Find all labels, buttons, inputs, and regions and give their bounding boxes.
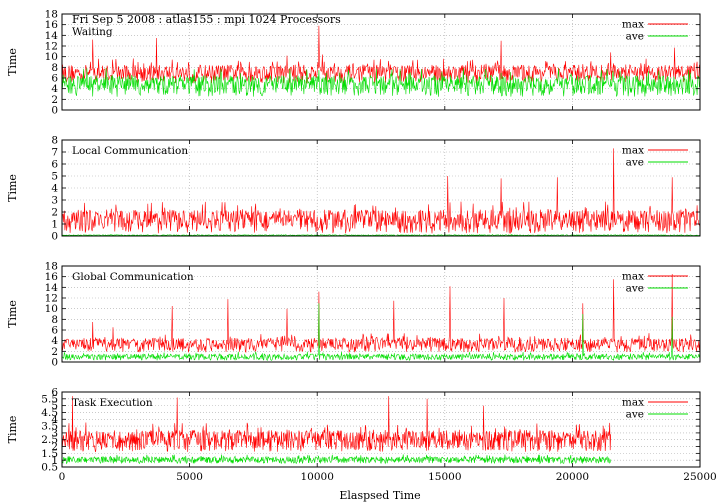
y-tick-label: 0.5 [41, 462, 58, 474]
legend-label: ave [626, 157, 644, 169]
y-tick-label: 6 [51, 387, 58, 399]
series-line-max [61, 396, 611, 453]
y-tick-label: 4 [51, 414, 58, 426]
y-tick-label: 6 [51, 325, 58, 337]
y-tick-label: 2 [51, 94, 58, 106]
series-line-ave [61, 454, 611, 465]
y-tick-label: 6 [51, 159, 58, 171]
x-axis-label: Elaspsed Time [339, 489, 420, 502]
series-line-max [61, 273, 701, 354]
y-tick-label: 2 [51, 441, 58, 453]
legend-label: ave [626, 409, 644, 421]
y-tick-label: 14 [45, 282, 59, 294]
y-axis-label: Time [6, 48, 19, 76]
y-tick-label: 18 [45, 9, 58, 21]
x-tick-label: 5000 [176, 471, 203, 483]
panel-title: Task Execution [72, 397, 153, 409]
y-tick-label: 3 [51, 195, 58, 207]
panel-title: Local Communication [72, 145, 188, 157]
y-tick-label: 2.5 [41, 434, 58, 446]
y-tick-label: 6 [51, 73, 58, 85]
legend-label: ave [626, 283, 644, 295]
x-tick-label: 20000 [556, 471, 589, 483]
y-tick-label: 2 [51, 346, 58, 358]
figure-title: Fri Sep 5 2008 : atlas155 : mpi 1024 Pro… [72, 13, 341, 26]
y-tick-label: 0 [51, 357, 58, 369]
y-tick-label: 8 [51, 135, 58, 147]
series-line-ave [61, 303, 701, 362]
y-tick-label: 4.5 [41, 407, 58, 419]
y-tick-label: 16 [45, 19, 59, 31]
y-tick-label: 8 [51, 314, 58, 326]
series-line-max [61, 148, 701, 234]
y-tick-label: 5 [51, 171, 58, 183]
y-tick-label: 12 [45, 41, 58, 53]
y-tick-label: 1.5 [41, 448, 58, 460]
y-tick-label: 14 [45, 30, 59, 42]
series-line-ave [62, 233, 701, 237]
panel-title: Global Communication [72, 271, 194, 283]
y-tick-label: 3.5 [41, 421, 58, 433]
y-tick-label: 12 [45, 293, 58, 305]
y-tick-label: 4 [51, 183, 58, 195]
plot-frame [61, 13, 701, 111]
legend-label: max [622, 19, 644, 31]
y-axis-label: Time [6, 300, 19, 328]
y-tick-label: 4 [51, 83, 58, 95]
y-axis-label: Time [6, 174, 19, 202]
y-tick-label: 10 [45, 303, 58, 315]
y-tick-label: 8 [51, 62, 58, 74]
y-tick-label: 1 [51, 219, 58, 231]
y-tick-label: 3 [51, 427, 58, 439]
y-tick-label: 2 [51, 207, 58, 219]
y-tick-label: 5.5 [41, 393, 58, 405]
legend-label: max [622, 397, 644, 409]
series-line-max [61, 25, 701, 84]
y-tick-label: 0 [51, 105, 58, 117]
plot-frame [61, 391, 701, 468]
plot-frame [61, 265, 701, 363]
y-tick-label: 18 [45, 261, 58, 273]
y-tick-label: 5 [51, 400, 58, 412]
y-tick-label: 0 [51, 231, 58, 243]
panel-4: 0.511.522.533.544.555.56 0 5000 10000 15000 2… [6, 387, 717, 484]
legend-label: max [622, 271, 644, 283]
y-tick-label: 7 [51, 147, 58, 159]
y-tick-label: 10 [45, 51, 58, 63]
x-tick-label: 0 [59, 471, 66, 483]
y-axis-label: Time [6, 416, 19, 444]
y-tick-label: 1 [51, 455, 58, 467]
x-tick-label: 10000 [300, 471, 333, 483]
legend-label: max [622, 145, 644, 157]
x-tick-label: 25000 [683, 471, 716, 483]
y-tick-label: 16 [45, 271, 59, 283]
panel-title: Waiting [72, 26, 113, 38]
y-tick-label: 4 [51, 335, 58, 347]
x-tick-label: 15000 [428, 471, 461, 483]
legend-label: ave [626, 31, 644, 43]
series-line-ave [61, 67, 701, 97]
